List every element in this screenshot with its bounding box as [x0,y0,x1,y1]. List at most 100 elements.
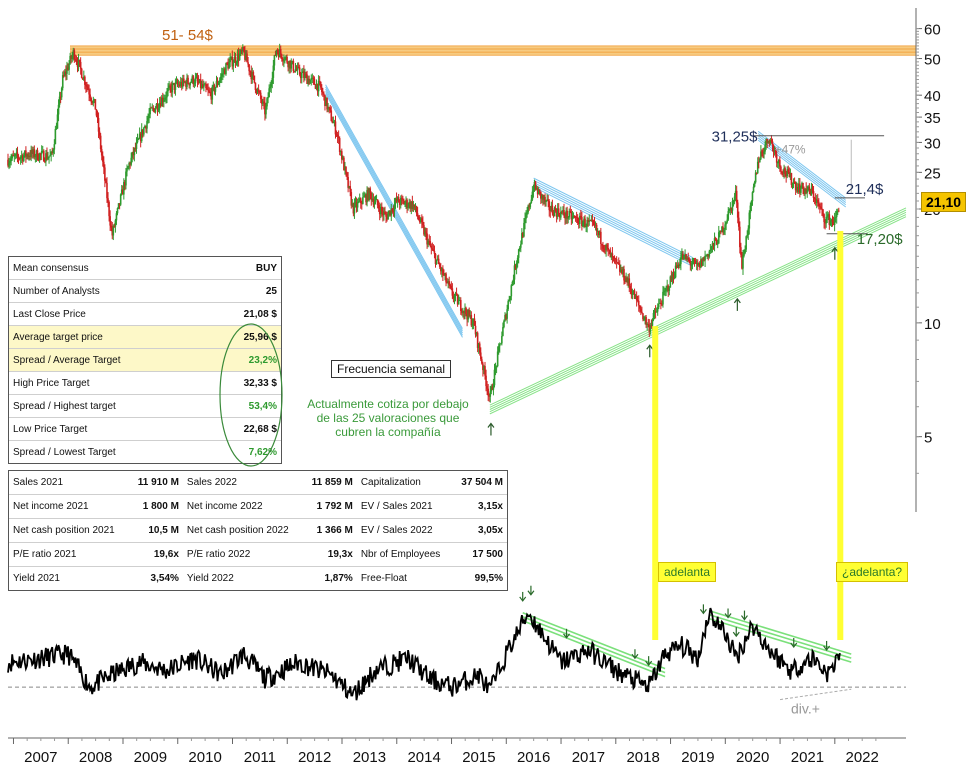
candle-body [660,302,662,305]
fundamentals-label: EV / Sales 2021 [356,494,453,519]
candle-body [187,77,189,84]
candle-body [313,78,316,85]
fundamentals-row: Net income 2021 1 800 M Net income 2022 1 7… [9,494,507,519]
candle-body [181,78,184,87]
candle-body [514,265,517,269]
candle-body [415,206,418,214]
candle-body [272,65,275,78]
candle-body [468,310,471,317]
candle-body [407,206,409,208]
candle-body [580,215,582,218]
resistance-band-label: 51- 54$ [162,27,214,44]
consensus-row: Low Price Target 22,68 $ [9,417,281,441]
candle-body [709,249,712,252]
candle-body [150,107,153,109]
candle-body [780,166,782,172]
candle-body [54,129,57,145]
peak-arrow-head [740,615,748,621]
candle-body [612,256,615,258]
candle-body [458,300,461,301]
candle-body [302,71,304,74]
candle-body [812,191,815,199]
candle-body [525,214,527,219]
candle-body [209,91,211,94]
fundamentals-label: Net income 2021 [9,494,130,519]
candle-body [604,249,606,251]
candle-body [397,197,400,203]
candle-body [438,264,441,267]
candle-body [338,138,341,152]
candle-body [745,236,747,250]
candle-body [37,159,40,161]
y-tick-label: 60 [924,22,941,39]
candle-body [203,85,205,88]
candle-body [781,171,783,174]
candle-body [134,148,137,149]
x-tick-label: 2021 [791,749,824,766]
candle-body [706,254,708,256]
candle-body [117,203,120,209]
candle-body [554,208,557,211]
candle-body [278,49,281,58]
candle-body [526,212,528,215]
candle-body [448,281,451,285]
candle-body [810,188,813,195]
candle-body [806,189,809,193]
candle-body [479,352,482,360]
candle-body [331,120,334,123]
candle-body [486,386,488,389]
candle-body [109,216,111,226]
fundamentals-label: P/E ratio 2021 [9,542,130,567]
consensus-row: Number of Analysts 25 [9,279,281,303]
candle-body [280,54,283,60]
candle-body [384,212,386,214]
consensus-value: 23,2% [209,348,281,372]
candle-body [202,84,204,88]
candle-body [379,206,382,215]
consensus-label: Mean consensus [9,257,210,280]
candle-body [538,189,541,192]
candle-body [115,213,118,221]
candle-body [40,150,43,155]
candle-body [312,77,315,79]
candle-body [630,288,633,295]
candle-body [463,310,465,314]
candle-body [228,62,230,69]
candle-body [351,203,354,206]
candle-body [655,311,658,313]
candle-body [39,153,42,155]
peak-arrow-head [732,631,740,638]
candle-body [123,182,125,195]
fundamentals-label: Nbr of Employees [356,542,453,567]
candle-body [352,203,355,214]
candle-body [418,219,421,222]
candle-body [589,220,592,222]
annotation-low: 17,20$ [857,231,904,248]
candle-body [273,55,276,66]
candle-body [823,214,825,223]
consensus-value: 32,33 $ [209,371,281,395]
oscillator-line [7,607,841,701]
candle-body [551,205,554,214]
candle-body [523,222,525,237]
candle-body [98,131,101,136]
candle-body [86,86,88,88]
candle-body [649,325,652,332]
candle-body [824,222,826,224]
candle-body [65,71,67,74]
callout-adelanta-question: ¿adelanta? [836,562,909,582]
candle-body [513,265,516,280]
candle-body [469,315,472,317]
candle-body [251,72,254,80]
candle-body [555,210,558,217]
y-tick-label: 10 [924,316,941,333]
candle-body [681,253,683,258]
candle-body [442,268,444,275]
candle-body [583,218,585,223]
trendline-up [489,211,907,410]
candle-body [753,182,756,187]
candle-body [36,150,39,160]
candle-body [279,49,282,55]
candle-body [695,263,698,265]
candle-body [610,253,613,258]
